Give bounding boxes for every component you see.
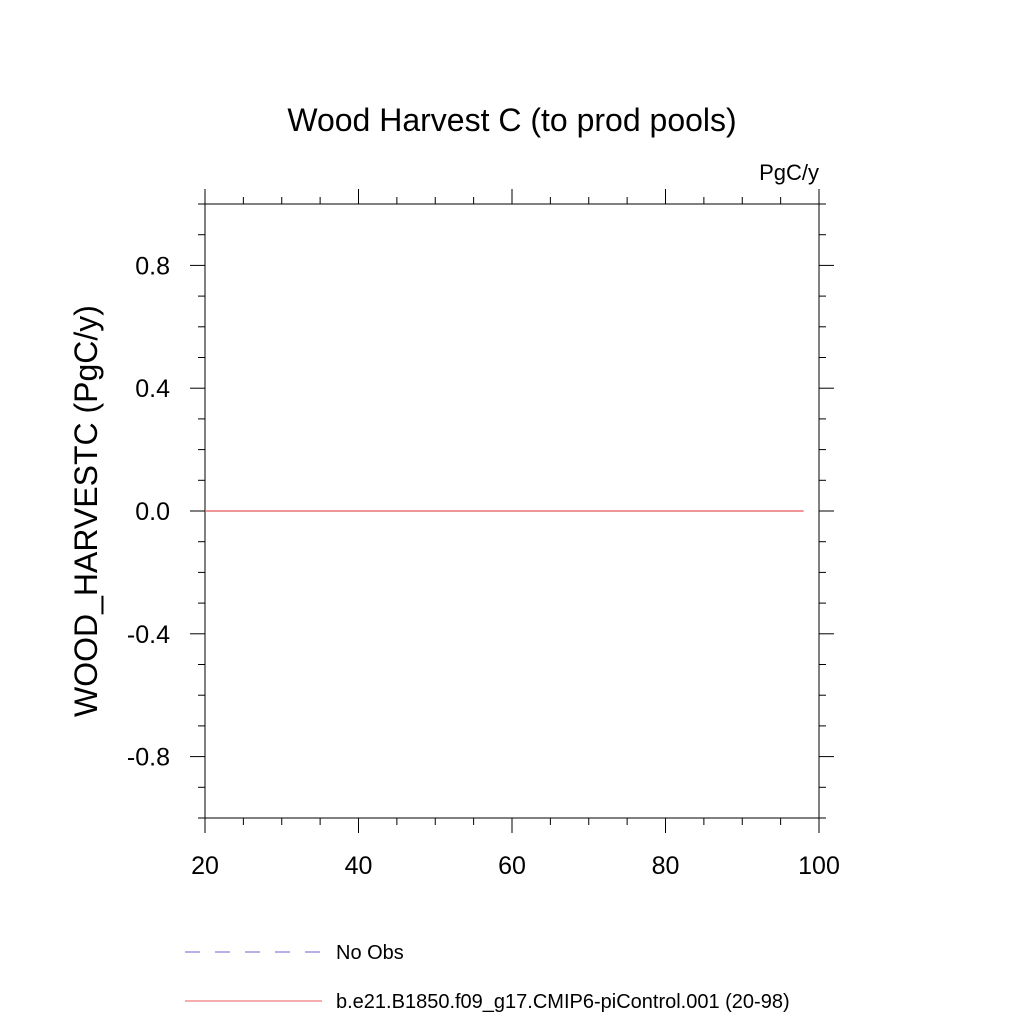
x-tick-label: 40 — [345, 852, 373, 880]
x-tick-label: 100 — [798, 852, 840, 880]
y-tick-label: 0.4 — [135, 375, 170, 403]
y-tick-label: -0.8 — [127, 744, 170, 772]
units-label: PgC/y — [759, 160, 819, 185]
x-tick-label: 80 — [652, 852, 680, 880]
y-tick-label: -0.4 — [127, 621, 170, 649]
legend-label: b.e21.B1850.f09_g17.CMIP6-piControl.001 … — [336, 991, 790, 1013]
chart-title: Wood Harvest C (to prod pools) — [287, 102, 736, 138]
x-tick-label: 20 — [191, 852, 219, 880]
y-tick-label: 0.8 — [135, 252, 170, 280]
y-axis-label: WOOD_HARVESTC (PgC/y) — [68, 305, 104, 717]
y-tick-label: 0.0 — [135, 498, 170, 526]
legend: No Obs b.e21.B1850.f09_g17.CMIP6-piContro… — [185, 942, 790, 1013]
legend-label: No Obs — [336, 942, 404, 964]
x-tick-label: 60 — [498, 852, 526, 880]
axis-ticks — [190, 189, 834, 833]
axis-tick-labels: 20 40 60 80 100 -0.8 -0.4 0.0 0.4 0.8 — [127, 252, 840, 880]
